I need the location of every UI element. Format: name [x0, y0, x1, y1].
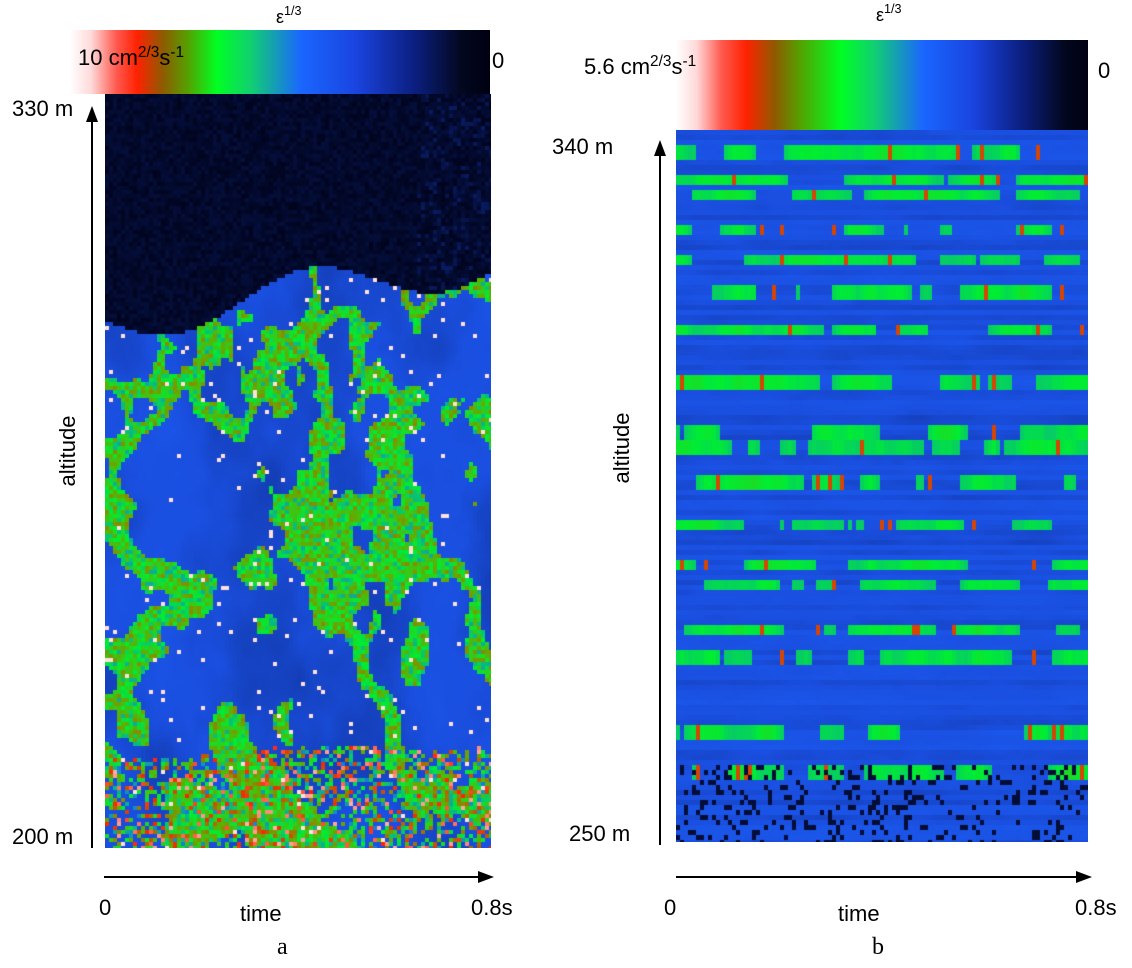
panel-letter-a: a: [277, 934, 288, 960]
x-tick-left-a: 0: [99, 895, 112, 920]
colorbar-b-max-sup2: -1: [682, 53, 697, 70]
y-axis-arrow-a: [86, 106, 98, 122]
x-tick-right-a: 0.8s: [471, 895, 513, 920]
x-tick-right-b: 0.8s: [1075, 895, 1117, 920]
colorbar-b-title: ε1/3: [876, 3, 902, 25]
y-axis-label-a: altitude: [55, 415, 80, 487]
colorbar-b-title-base: ε: [876, 5, 885, 25]
colorbar-a-max-sup1: 2/3: [137, 44, 160, 61]
colorbar-b: [676, 40, 1088, 130]
x-tick-left-b: 0: [664, 895, 677, 920]
colorbar-b-max-label: 5.6 cm2/3s-1: [584, 53, 697, 79]
colorbar-a-max-label: 10 cm2/3s-1: [78, 44, 185, 70]
y-axis-label-b-wrap: altitude: [582, 413, 662, 484]
y-tick-bottom-b: 250 m: [569, 821, 631, 846]
x-axis-arrow-b: [1076, 871, 1092, 883]
y-tick-top-b: 340 m: [552, 134, 614, 159]
colorbar-b-max-base: 5.6 cm: [584, 54, 651, 79]
colorbar-b-max-mid: s: [671, 54, 683, 79]
x-axis-label-a: time: [240, 901, 282, 926]
colorbar-b-min-label: 0: [1098, 58, 1111, 83]
y-axis-label-b: altitude: [609, 412, 634, 484]
y-axis-label-a-wrap: altitude: [28, 416, 108, 487]
colorbar-a: [70, 30, 490, 94]
colorbar-b-max-sup1: 2/3: [650, 53, 672, 70]
y-axis-arrow-b: [654, 140, 666, 156]
colorbar-a-title-base: ε: [276, 7, 285, 27]
x-axis-label-b: time: [838, 901, 880, 926]
colorbar-a-title-sup: 1/3: [284, 4, 302, 18]
x-axis-arrow-a: [478, 871, 494, 883]
colorbar-a-max-sup2: -1: [170, 44, 185, 61]
y-tick-bottom-a: 200 m: [12, 824, 74, 849]
colorbar-a-min-label: 0: [492, 48, 505, 73]
y-tick-top-a: 330 m: [12, 96, 74, 121]
colorbar-a-title: ε1/3: [276, 5, 302, 27]
heatmap-a: [105, 94, 491, 848]
colorbar-b-title-sup: 1/3: [884, 2, 902, 16]
panel-letter-b: b: [872, 934, 884, 960]
heatmap-b: [676, 130, 1088, 842]
colorbar-a-max-mid: s: [159, 45, 171, 70]
colorbar-a-max-base: 10 cm: [78, 45, 138, 70]
